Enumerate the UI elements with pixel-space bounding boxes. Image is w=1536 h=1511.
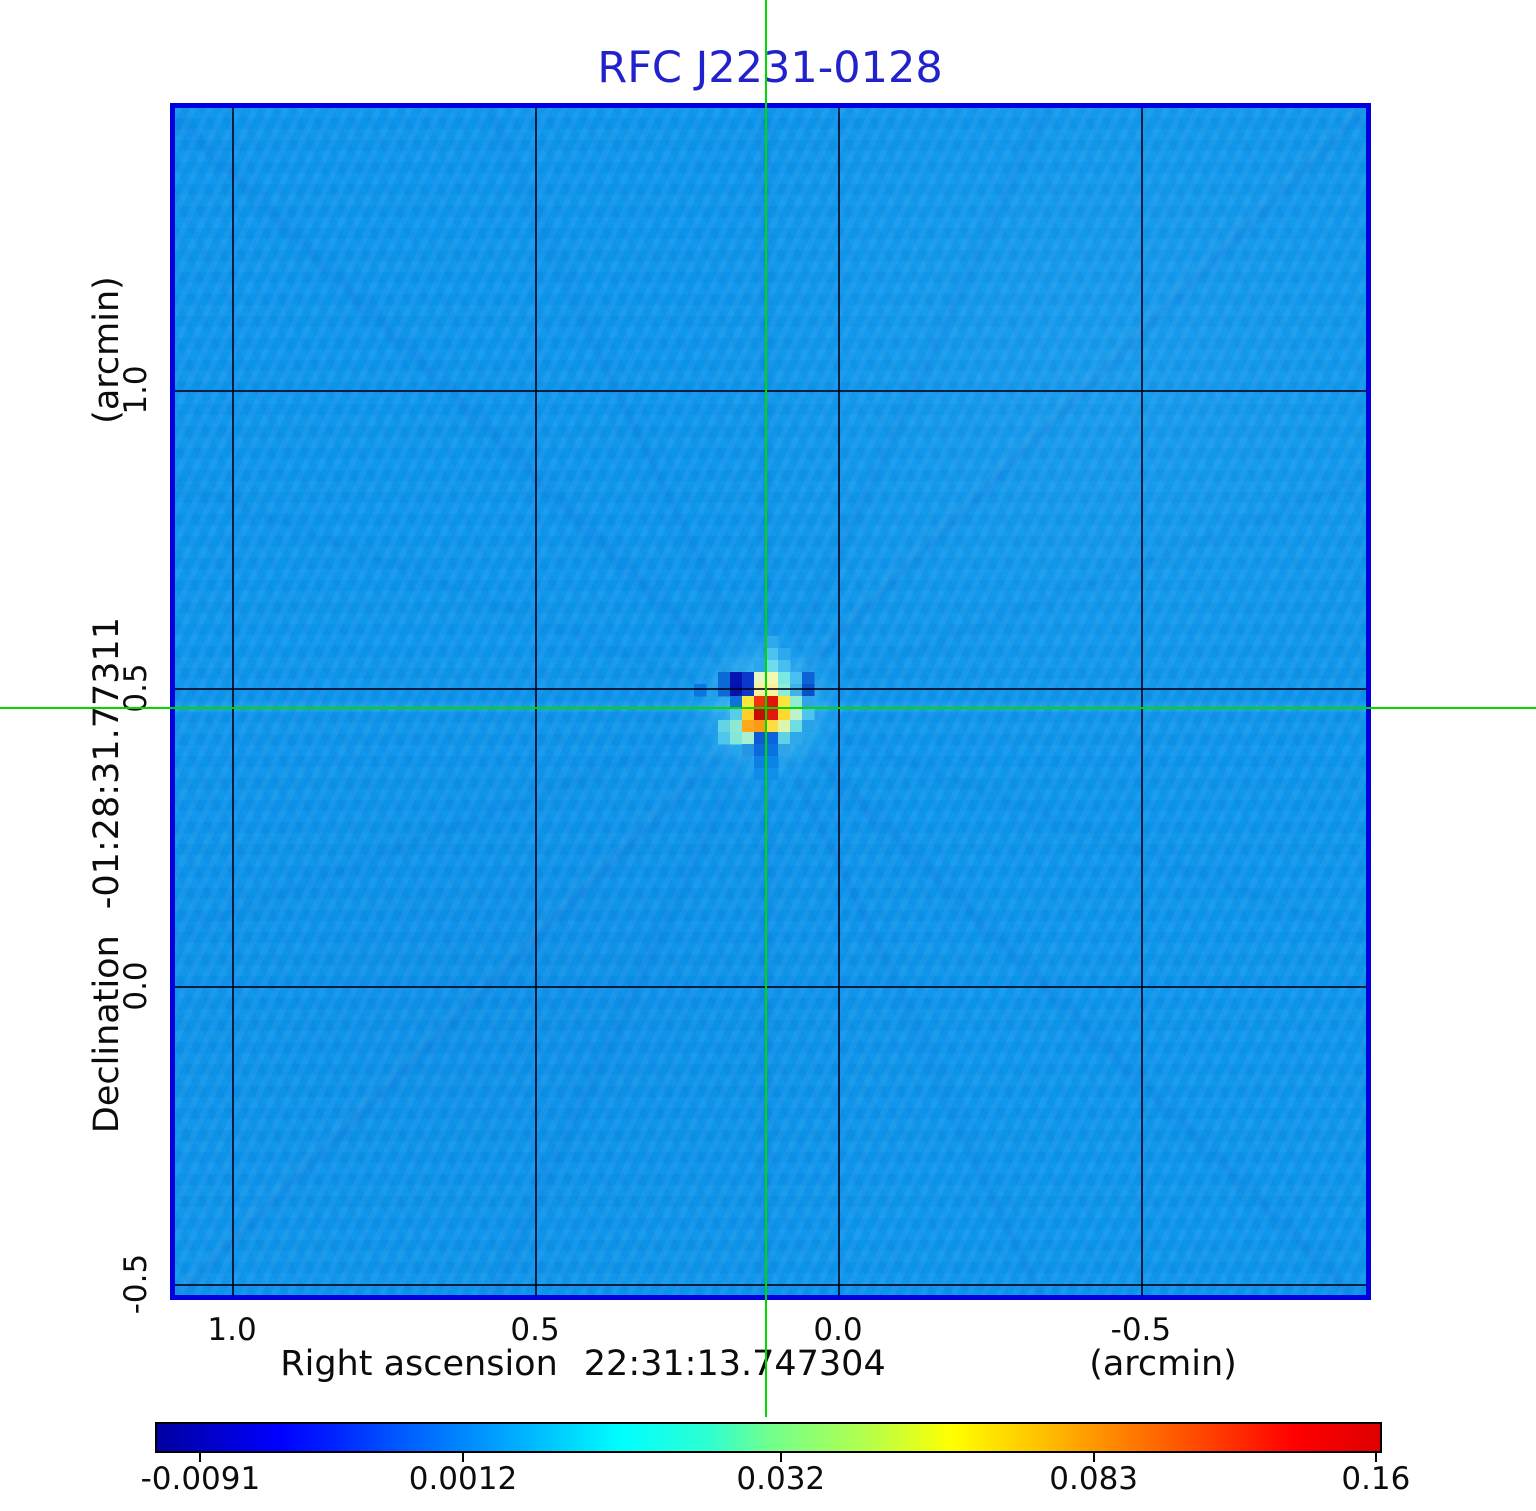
gridline-vertical bbox=[232, 108, 235, 1295]
source-pixel bbox=[766, 660, 779, 673]
source-pixel bbox=[778, 648, 791, 661]
gridline-horizontal bbox=[175, 986, 1366, 989]
radio-source-pixels bbox=[694, 636, 815, 780]
colorbar-tick-label: 0.0012 bbox=[408, 1461, 518, 1497]
source-pixel bbox=[790, 696, 803, 709]
colorbar-gradient bbox=[155, 1422, 1382, 1453]
x-tick-label: 0.5 bbox=[510, 1312, 560, 1348]
source-pixel bbox=[790, 720, 803, 733]
colorbar-tick bbox=[1374, 1452, 1377, 1462]
source-pixel bbox=[790, 672, 803, 685]
gridline-horizontal bbox=[175, 1283, 1366, 1286]
source-pixel bbox=[766, 696, 779, 709]
source-pixel bbox=[778, 708, 791, 721]
gridline-vertical bbox=[1140, 108, 1143, 1295]
source-pixel bbox=[730, 672, 743, 685]
crosshair-horizontal-line bbox=[0, 707, 1536, 709]
source-pixel bbox=[766, 708, 779, 721]
source-pixel bbox=[730, 708, 743, 721]
source-pixel bbox=[778, 720, 791, 733]
x-axis-coordinate: 22:31:13.747304 bbox=[583, 1344, 886, 1384]
source-pixel bbox=[790, 708, 803, 721]
source-pixel bbox=[742, 672, 755, 685]
source-pixel bbox=[766, 648, 779, 661]
colorbar-tick-label: 0.16 bbox=[1341, 1461, 1411, 1497]
source-pixel bbox=[790, 732, 803, 745]
source-pixel bbox=[778, 744, 791, 757]
source-pixel bbox=[778, 684, 791, 697]
colorbar-tick bbox=[199, 1452, 202, 1462]
source-pixel bbox=[742, 720, 755, 733]
source-pixel bbox=[790, 684, 803, 697]
source-pixel bbox=[742, 744, 755, 757]
colorbar-tick bbox=[461, 1452, 464, 1462]
x-tick-label: 1.0 bbox=[207, 1312, 257, 1348]
source-pixel bbox=[778, 732, 791, 745]
source-pixel bbox=[742, 708, 755, 721]
source-pixel bbox=[766, 732, 779, 745]
source-pixel bbox=[754, 660, 767, 673]
source-pixel bbox=[802, 708, 815, 721]
source-pixel bbox=[766, 744, 779, 757]
x-axis-name: Right ascension bbox=[280, 1344, 558, 1384]
gridline-horizontal bbox=[175, 390, 1366, 393]
source-pixel bbox=[766, 756, 779, 769]
source-pixel bbox=[778, 660, 791, 673]
colorbar-tick bbox=[779, 1452, 782, 1462]
gridline-vertical bbox=[838, 108, 841, 1295]
source-pixel bbox=[766, 720, 779, 733]
source-pixel bbox=[778, 672, 791, 685]
x-tick-label: -0.5 bbox=[1110, 1312, 1172, 1348]
source-pixel bbox=[766, 672, 779, 685]
source-pixel bbox=[766, 684, 779, 697]
plot-title: RFC J2231-0128 bbox=[597, 43, 943, 93]
source-pixel bbox=[742, 696, 755, 709]
source-pixel bbox=[718, 684, 731, 697]
source-pixel bbox=[694, 684, 707, 697]
colorbar-tick-label: 0.083 bbox=[1049, 1461, 1139, 1497]
gridline-horizontal bbox=[175, 687, 1366, 690]
source-pixel bbox=[730, 732, 743, 745]
source-pixel bbox=[754, 708, 767, 721]
y-axis-unit: (arcmin) bbox=[87, 276, 127, 424]
source-pixel bbox=[802, 696, 815, 709]
sky-image-panel bbox=[170, 103, 1371, 1300]
source-pixel bbox=[718, 720, 731, 733]
source-pixel bbox=[754, 744, 767, 757]
source-pixel bbox=[742, 684, 755, 697]
source-pixel bbox=[754, 672, 767, 685]
y-axis-label: Declination -01:28:31.77311 bbox=[87, 617, 127, 1133]
source-pixel bbox=[766, 768, 779, 780]
source-pixel bbox=[754, 768, 767, 780]
source-pixel bbox=[730, 720, 743, 733]
y-axis-coordinate: -01:28:31.77311 bbox=[87, 616, 127, 910]
y-axis-name: Declination bbox=[87, 935, 127, 1134]
x-axis-label: Right ascension 22:31:13.747304 bbox=[280, 1344, 885, 1384]
source-pixel bbox=[802, 672, 815, 685]
source-pixel bbox=[718, 732, 731, 745]
source-pixel bbox=[730, 684, 743, 697]
source-pixel bbox=[754, 696, 767, 709]
colorbar-tick-label: 0.032 bbox=[736, 1461, 826, 1497]
source-pixel bbox=[742, 732, 755, 745]
source-pixel bbox=[730, 696, 743, 709]
colorbar-tick bbox=[1092, 1452, 1095, 1462]
source-pixel bbox=[802, 720, 815, 733]
y-tick-label: -0.5 bbox=[118, 1253, 154, 1315]
x-tick-label: 0.0 bbox=[813, 1312, 863, 1348]
source-pixel bbox=[766, 636, 779, 649]
source-pixel bbox=[754, 684, 767, 697]
colorbar-tick-label: -0.0091 bbox=[140, 1461, 261, 1497]
source-pixel bbox=[718, 672, 731, 685]
source-pixel bbox=[754, 732, 767, 745]
source-pixel bbox=[754, 720, 767, 733]
source-pixel bbox=[754, 756, 767, 769]
gridline-vertical bbox=[535, 108, 538, 1295]
x-axis-unit: (arcmin) bbox=[1089, 1344, 1237, 1384]
source-pixel bbox=[778, 696, 791, 709]
source-pixel bbox=[802, 684, 815, 697]
